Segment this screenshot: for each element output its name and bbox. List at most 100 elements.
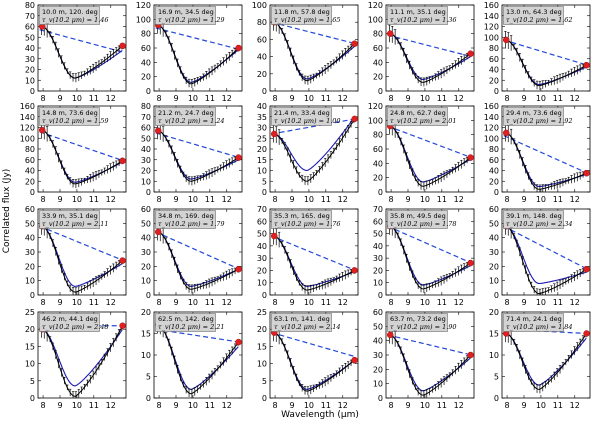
y-tick-label: 40 <box>373 242 383 251</box>
y-tick-label: 5 <box>146 373 151 382</box>
panel-18: 0 5 10 15 20 25 8 9 10 11 12 63.1 m, 141. degτ_v(10… <box>257 308 359 410</box>
x-tick-label: 12 <box>338 401 348 410</box>
x-tick-label: 10 <box>420 298 430 307</box>
y-tick-label: 10 <box>141 351 151 360</box>
marker-end <box>235 265 242 273</box>
y-tick-label: 120 <box>136 1 151 10</box>
y-tick-label: 60 <box>373 308 383 317</box>
panel-20: 0 5 10 15 20 8 9 10 11 12 71.4 m, 24.1 degτ_v(10.2… <box>489 308 591 410</box>
x-tick-label: 12 <box>570 195 580 204</box>
x-tick-label: 8 <box>273 298 278 307</box>
y-tick-label: 100 <box>484 134 499 143</box>
y-tick-label: 20 <box>489 177 499 186</box>
y-tick-label: 10 <box>257 167 267 176</box>
y-tick-label: 70 <box>141 113 151 122</box>
y-tick-label: 30 <box>257 124 267 133</box>
panel-baseline-label: 14.8 m, 73.6 deg <box>42 109 98 117</box>
dashed-model-line <box>39 29 124 53</box>
x-tick-label: 12 <box>222 195 232 204</box>
x-tick-label: 12 <box>222 298 232 307</box>
y-tick-label: 30 <box>373 351 383 360</box>
x-tick-label: 8 <box>505 195 510 204</box>
y-tick-label: 140 <box>484 12 499 21</box>
x-tick-label: 8 <box>273 94 278 103</box>
x-tick-label: 11 <box>553 94 563 103</box>
y-tick-label: 60 <box>25 23 35 32</box>
panel-baseline-label: 63.7 m, 73.2 deg <box>390 315 446 323</box>
x-tick-label: 11 <box>321 94 331 103</box>
y-tick-label: 20 <box>257 70 267 79</box>
y-tick-label: 35 <box>257 113 267 122</box>
marker-end <box>351 40 358 47</box>
y-tick-label: 5 <box>494 373 499 382</box>
model-curve <box>39 328 123 387</box>
panel-tau-label: τ_v(10.2 μm) = 1.00 <box>274 117 341 125</box>
y-tick-label: 0 <box>30 394 35 403</box>
x-tick-label: 9 <box>289 298 294 307</box>
x-tick-label: 10 <box>420 94 430 103</box>
x-tick-label: 9 <box>57 94 62 103</box>
x-tick-label: 10 <box>420 401 430 410</box>
x-tick-label: 12 <box>454 195 464 204</box>
y-tick-label: 20 <box>373 73 383 82</box>
dashed-model-line <box>387 125 472 159</box>
y-tick-label: 10 <box>141 177 151 186</box>
x-tick-label: 8 <box>273 401 278 410</box>
marker-end <box>119 322 126 330</box>
marker-start <box>270 232 278 240</box>
dashed-model-line <box>387 225 472 264</box>
y-tick-label: 50 <box>489 219 499 228</box>
x-tick-label: 12 <box>222 94 232 103</box>
x-tick-label: 12 <box>570 401 580 410</box>
panel-tau-label: τ_v(10.2 μm) = 1.79 <box>158 220 225 228</box>
y-tick-label: 60 <box>25 156 35 165</box>
y-tick-label: 50 <box>141 219 151 228</box>
x-tick-label: 10 <box>536 94 546 103</box>
y-tick-label: 0 <box>262 291 267 300</box>
y-tick-label: 20 <box>141 262 151 271</box>
y-tick-label: 20 <box>141 73 151 82</box>
x-tick-label: 10 <box>72 401 82 410</box>
info-box <box>39 6 100 25</box>
marker-end <box>467 50 474 57</box>
x-tick-label: 12 <box>454 401 464 410</box>
y-tick-label: 40 <box>489 167 499 176</box>
y-tick-label: 10 <box>25 360 35 369</box>
y-tick-label: 20 <box>257 266 267 275</box>
y-tick-label: 120 <box>484 124 499 133</box>
panel-19: 0 10 20 30 40 50 60 8 9 10 11 12 63.7 m, 73.2 degτ_v… <box>373 308 475 410</box>
marker-end <box>351 356 358 364</box>
marker-start <box>386 331 394 339</box>
y-tick-label: 0 <box>262 188 267 197</box>
marker-start <box>502 36 510 44</box>
y-tick-label: 20 <box>25 66 35 75</box>
panel-tau-label: τ_v(10.2 μm) = 1.59 <box>42 117 109 125</box>
info-box <box>503 313 564 332</box>
y-tick-label: 50 <box>141 134 151 143</box>
y-tick-label: 0 <box>378 188 383 197</box>
y-tick-label: 60 <box>373 44 383 53</box>
x-tick-label: 11 <box>321 401 331 410</box>
panel-baseline-label: 34.8 m, 169. deg <box>158 212 214 220</box>
marker-end <box>583 169 590 177</box>
panel-baseline-label: 21.2 m, 24.7 deg <box>158 109 214 117</box>
info-box <box>503 6 564 25</box>
y-tick-label: 40 <box>25 44 35 53</box>
y-tick-label: 10 <box>257 360 267 369</box>
x-tick-label: 9 <box>289 401 294 410</box>
y-tick-label: 25 <box>257 308 267 317</box>
y-tick-label: 40 <box>489 234 499 243</box>
x-tick-label: 12 <box>106 401 116 410</box>
x-tick-label: 9 <box>289 195 294 204</box>
x-tick-label: 11 <box>437 94 447 103</box>
marker-start <box>154 228 162 236</box>
y-tick-label: 40 <box>489 66 499 75</box>
x-tick-label: 10 <box>72 195 82 204</box>
x-tick-label: 8 <box>41 401 46 410</box>
dashed-model-line <box>39 131 124 162</box>
x-tick-label: 11 <box>437 298 447 307</box>
y-tick-label: 80 <box>141 102 151 111</box>
panel-baseline-label: 33.9 m, 35.1 deg <box>42 212 98 220</box>
